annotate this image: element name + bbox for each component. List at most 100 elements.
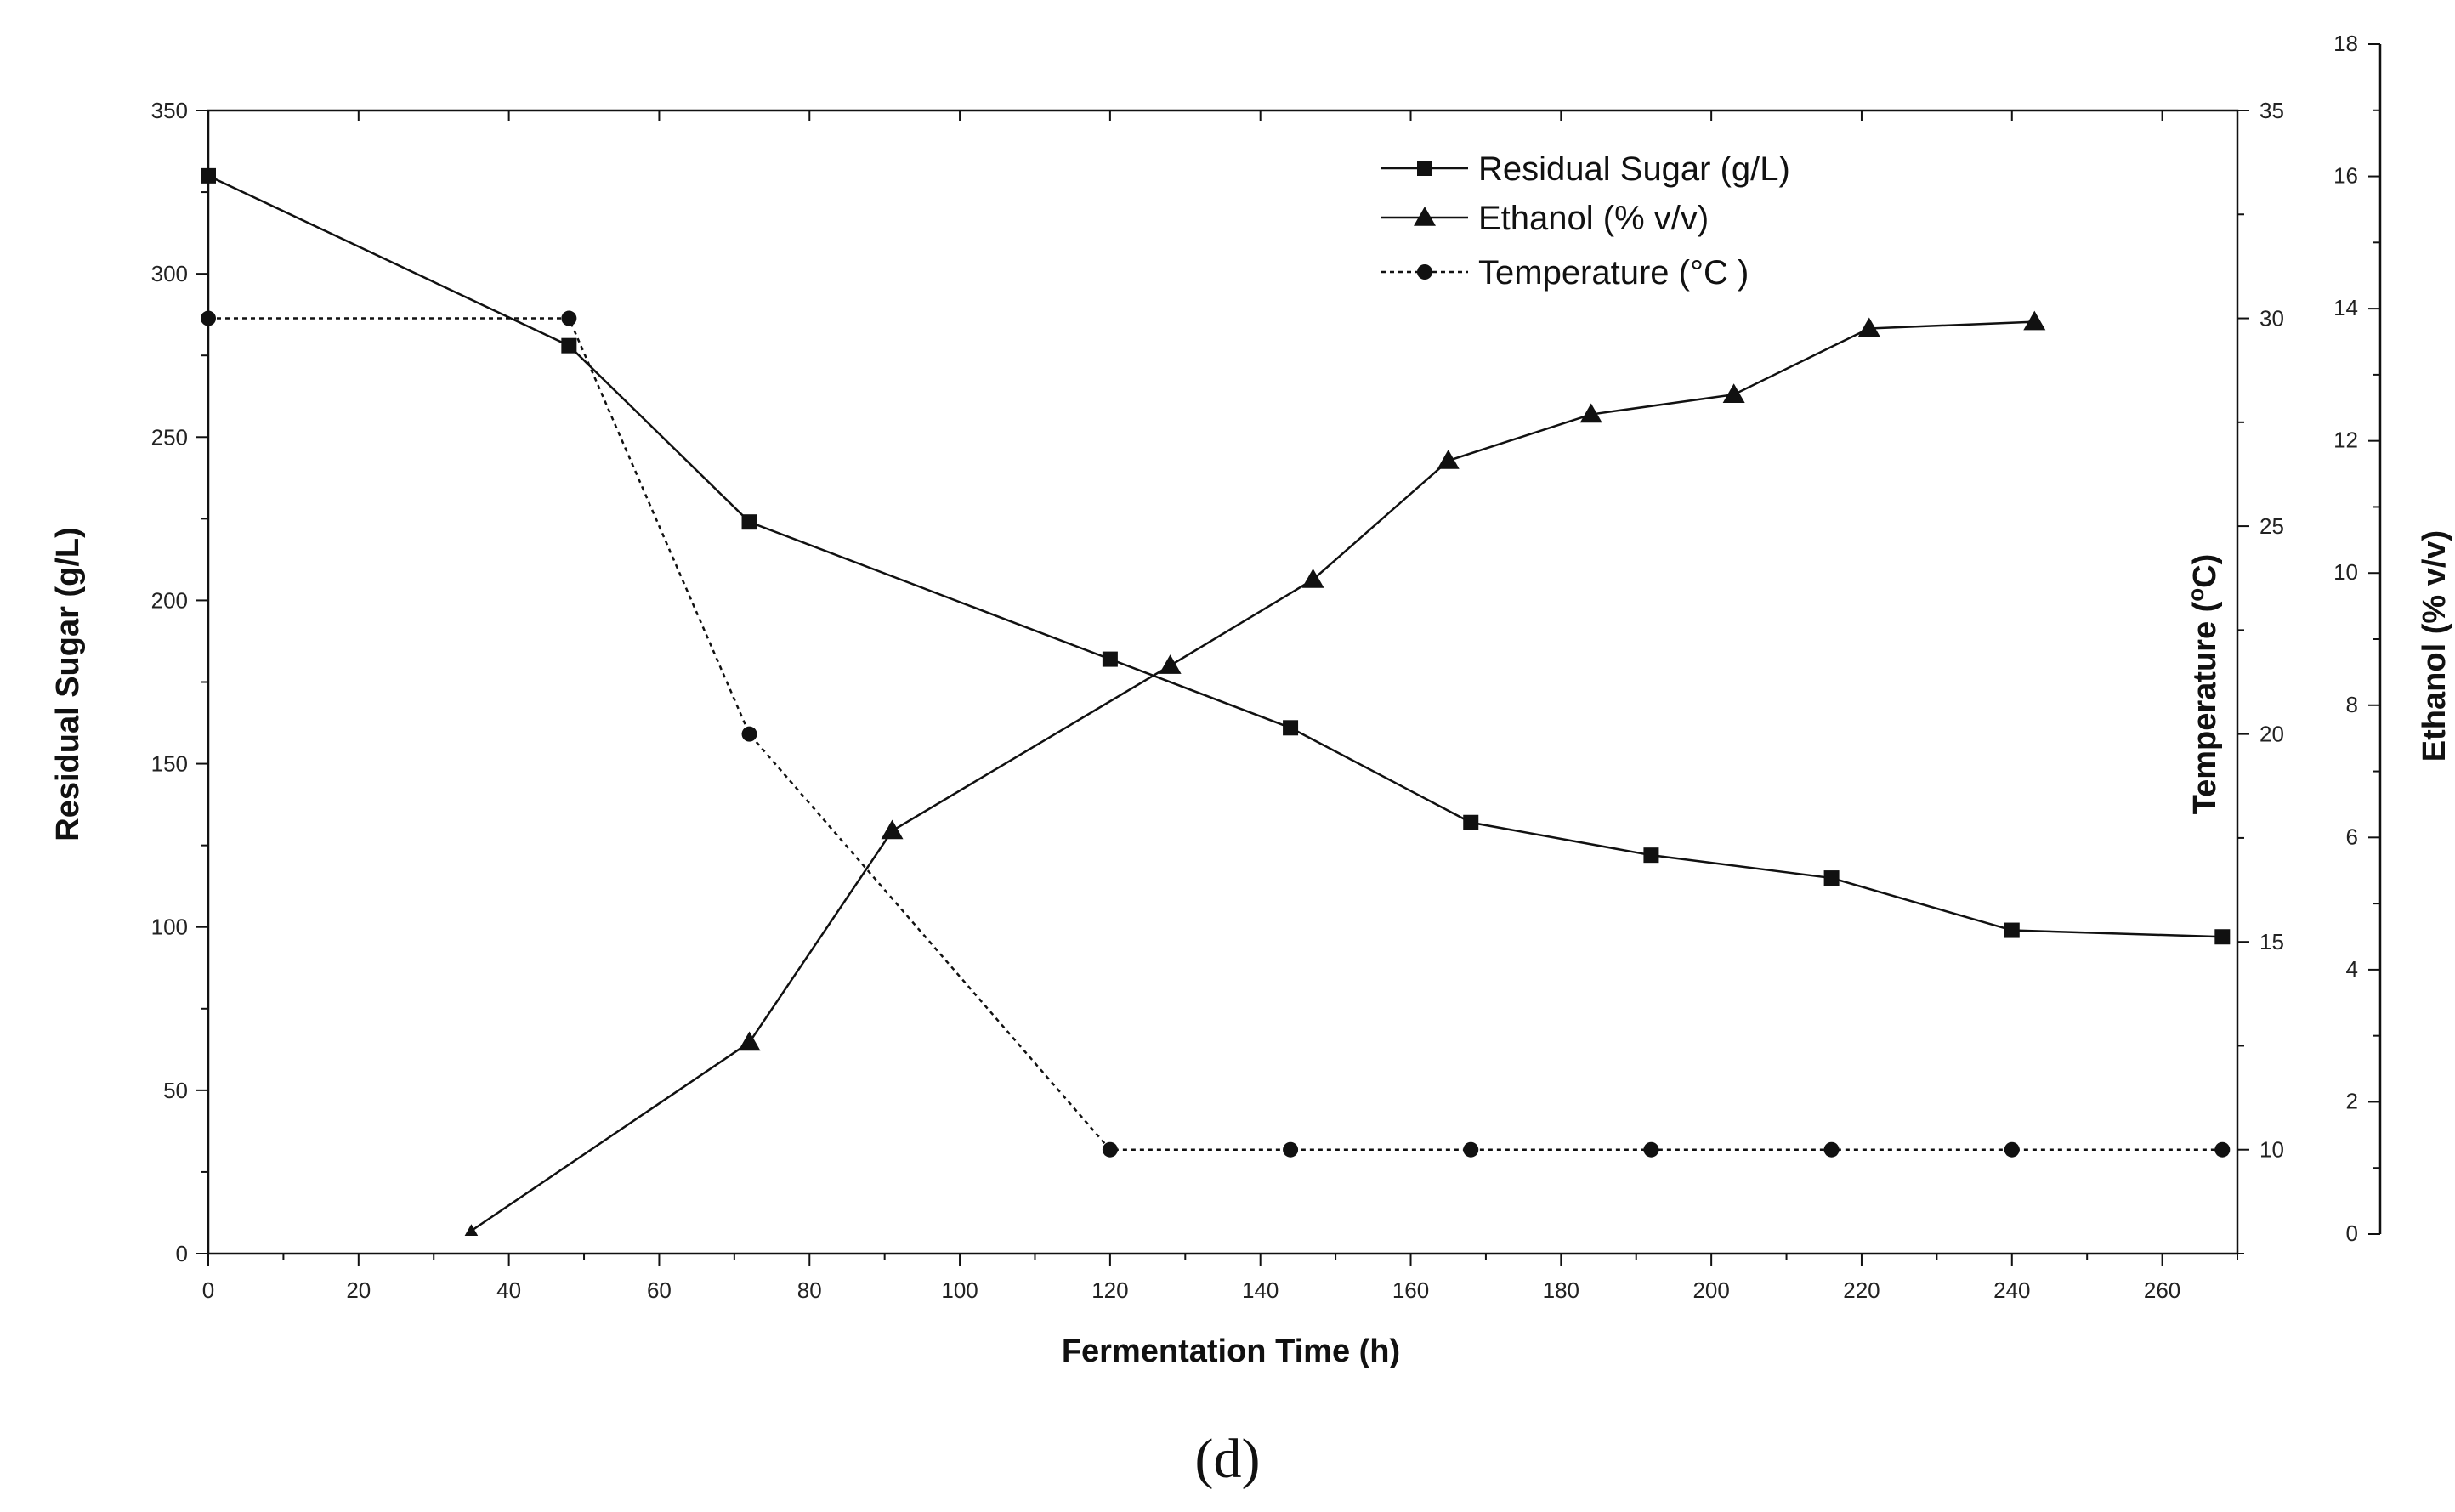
temperature-y-axis: 10 15 20 25 30 35 bbox=[2237, 98, 2284, 1254]
ethanol-tick-label: 10 bbox=[2333, 559, 2358, 585]
data-point bbox=[1823, 1141, 1840, 1158]
left-tick-label: 0 bbox=[176, 1241, 188, 1266]
x-tick-label: 0 bbox=[202, 1277, 214, 1303]
left-y-axis: 0 50 100 150 200 250 300 350 bbox=[151, 98, 208, 1266]
data-point bbox=[881, 819, 904, 840]
left-tick-label: 50 bbox=[163, 1078, 188, 1103]
data-point bbox=[1102, 651, 1118, 667]
x-tick-label: 100 bbox=[941, 1277, 978, 1303]
x-tick-label: 260 bbox=[2144, 1277, 2180, 1303]
left-tick-label: 150 bbox=[151, 751, 188, 777]
data-point bbox=[1283, 720, 1299, 736]
x-tick-label: 240 bbox=[1993, 1277, 2030, 1303]
data-point bbox=[1463, 814, 1479, 830]
legend-marker bbox=[1414, 207, 1436, 226]
x-tick-label: 20 bbox=[346, 1277, 371, 1303]
temp-tick-label: 20 bbox=[2259, 722, 2284, 747]
data-point bbox=[1283, 1141, 1299, 1158]
figure-caption: (d) bbox=[1195, 1428, 1261, 1490]
data-point bbox=[741, 726, 757, 742]
ethanol-tick-label: 0 bbox=[2346, 1220, 2358, 1246]
data-point bbox=[2214, 929, 2231, 945]
data-point bbox=[201, 167, 216, 184]
x-tick-label: 140 bbox=[1242, 1277, 1279, 1303]
ethanol-tick-label: 4 bbox=[2346, 956, 2358, 982]
data-point bbox=[1437, 450, 1460, 469]
x-tick-label: 120 bbox=[1091, 1277, 1128, 1303]
ethanol-tick-label: 14 bbox=[2333, 295, 2358, 320]
x-tick-label: 60 bbox=[647, 1277, 672, 1303]
series-square bbox=[201, 167, 2231, 945]
plot-border bbox=[207, 109, 2239, 1255]
left-tick-label: 350 bbox=[151, 98, 188, 123]
left-tick-label: 300 bbox=[151, 261, 188, 286]
data-point bbox=[1579, 403, 1602, 423]
legend-entry: Ethanol (% v/v) bbox=[1381, 200, 1709, 237]
legend: Residual Sugar (g/L) Ethanol (% v/v) Tempe… bbox=[1381, 150, 1790, 292]
data-point bbox=[1102, 1141, 1118, 1158]
temp-tick-label: 30 bbox=[2259, 306, 2284, 331]
data-point bbox=[2023, 310, 2046, 331]
x-tick-label: 80 bbox=[797, 1277, 822, 1303]
x-tick-label: 200 bbox=[1692, 1277, 1729, 1303]
left-y-axis-title: Residual Sugar (g/L) bbox=[50, 527, 86, 841]
legend-marker bbox=[1417, 264, 1432, 280]
data-point bbox=[741, 514, 757, 530]
data-point bbox=[464, 1224, 479, 1236]
x-tick-label: 180 bbox=[1543, 1277, 1579, 1303]
data-point bbox=[1159, 654, 1182, 674]
temp-tick-label: 15 bbox=[2259, 929, 2284, 954]
data-point bbox=[738, 1031, 761, 1051]
legend-label: Ethanol (% v/v) bbox=[1478, 200, 1709, 237]
temp-tick-label: 35 bbox=[2259, 98, 2284, 123]
data-point bbox=[2214, 1141, 2231, 1158]
temperature-title-end: C) bbox=[2187, 554, 2223, 588]
data-point bbox=[2004, 1141, 2020, 1158]
legend-label: Residual Sugar (g/L) bbox=[1478, 150, 1790, 188]
series-layer bbox=[201, 167, 2231, 1236]
ethanol-tick-label: 16 bbox=[2333, 163, 2358, 189]
plot-frame bbox=[207, 109, 2239, 1255]
x-tick-label: 160 bbox=[1392, 1277, 1429, 1303]
x-tick-label: 40 bbox=[496, 1277, 521, 1303]
x-tick-label: 220 bbox=[1843, 1277, 1880, 1303]
x-axis-title: Fermentation Time (h) bbox=[1062, 1334, 1400, 1369]
data-point bbox=[1301, 569, 1324, 588]
series-line bbox=[470, 320, 2035, 1232]
series-circle bbox=[201, 310, 2231, 1158]
series-line bbox=[208, 317, 2223, 1151]
data-point bbox=[1823, 870, 1840, 886]
data-point bbox=[561, 337, 577, 354]
data-point bbox=[2004, 922, 2020, 938]
legend-entry: Residual Sugar (g/L) bbox=[1381, 150, 1790, 188]
temperature-title-sup: o bbox=[2183, 588, 2208, 602]
data-point bbox=[1463, 1141, 1479, 1158]
data-point bbox=[1722, 383, 1745, 403]
temp-tick-label: 10 bbox=[2259, 1137, 2284, 1163]
temp-tick-label: 25 bbox=[2259, 513, 2284, 539]
data-point bbox=[561, 310, 577, 326]
legend-label: Temperature (°C ) bbox=[1478, 254, 1749, 292]
ethanol-tick-label: 12 bbox=[2333, 428, 2358, 453]
left-tick-label: 250 bbox=[151, 424, 188, 450]
temperature-title-main: Temperature ( bbox=[2187, 601, 2223, 814]
ethanol-y-axis: 0 2 4 6 8 10 12 14 16 18 bbox=[2333, 31, 2382, 1246]
series-triangle bbox=[464, 310, 2046, 1236]
ethanol-tick-label: 2 bbox=[2346, 1088, 2358, 1113]
temperature-y-axis-title: Temperature (oC) bbox=[2183, 554, 2223, 815]
data-point bbox=[1857, 317, 1880, 337]
data-point bbox=[1643, 1141, 1659, 1158]
series-line bbox=[207, 174, 2223, 938]
ethanol-tick-label: 8 bbox=[2346, 692, 2358, 717]
x-axis: 0 20 40 60 80 100 120 140 160 180 200 220 240 260 bbox=[202, 110, 2238, 1303]
ethanol-tick-label: 18 bbox=[2333, 31, 2358, 56]
data-point bbox=[201, 310, 216, 326]
data-point bbox=[1643, 847, 1659, 864]
ethanol-tick-label: 6 bbox=[2346, 824, 2358, 849]
left-tick-label: 200 bbox=[151, 587, 188, 613]
legend-marker bbox=[1417, 161, 1432, 176]
ethanol-y-axis-title: Ethanol (% v/v) bbox=[2417, 530, 2452, 762]
legend-entry: Temperature (°C ) bbox=[1381, 254, 1749, 292]
left-tick-label: 100 bbox=[151, 915, 188, 940]
